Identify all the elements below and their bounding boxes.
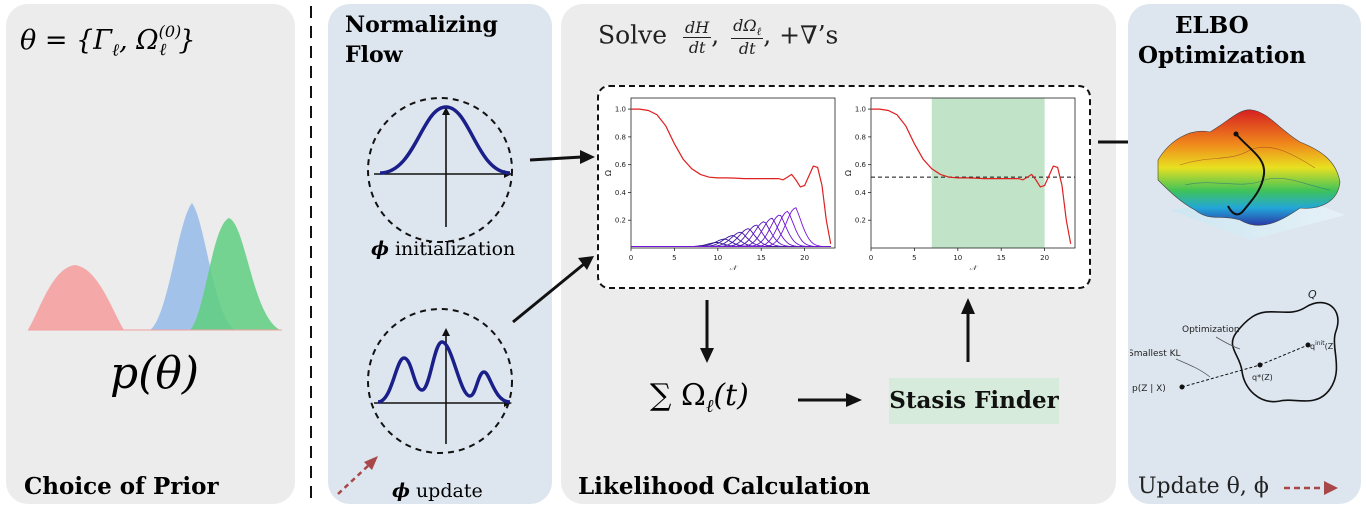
smallest-kl-label: Smallest KL (1130, 349, 1181, 359)
series-line-1 (631, 108, 832, 244)
y-tick-label: 1.0 (855, 106, 866, 114)
phi-update-label: ϕ update (392, 480, 483, 502)
x-tick-label: 15 (997, 254, 1006, 262)
blue-curve-11 (631, 207, 831, 248)
y-tick-label: 0.2 (855, 217, 866, 225)
flow-title-line1: Normalizing (345, 12, 498, 38)
update-feedback-arrow (1284, 481, 1338, 495)
landscape-surface (1157, 109, 1341, 226)
x-tick-label: 0 (869, 254, 873, 262)
series-line-1 (871, 108, 1072, 244)
stasis-shaded-region (931, 98, 1045, 248)
x-tick-label: 15 (757, 254, 766, 262)
q-label: Q (1308, 288, 1317, 301)
init-dashed-circle (367, 97, 513, 243)
y-tick-label: 1.0 (615, 106, 626, 114)
q-family-blob (1231, 301, 1339, 403)
variational-diagram: Q Optimization Smallest KL p(Z | X) q*(Z… (1130, 288, 1339, 403)
update-multimodal-curve (377, 340, 511, 404)
y-tick-label: 0.2 (615, 217, 626, 225)
x-tick-label: 10 (953, 254, 962, 262)
x-axis-label: 𝒩 (730, 264, 739, 272)
y-tick-label: 0.4 (855, 189, 867, 197)
q-init-label: qinit(Z) (1310, 340, 1336, 351)
y-tick-label: 0.6 (855, 161, 867, 169)
x-tick-label: 20 (1040, 254, 1049, 262)
stasis-finder-box: Stasis Finder (889, 378, 1059, 424)
elbo-title-line2: Optimization (1138, 42, 1306, 69)
elbo-title-line1: ELBO (1175, 12, 1249, 39)
plot-axes-frame (870, 97, 1076, 249)
omega-chart-left: 0 5 10 15 20 0.2 0.4 0.6 0.8 1.0 𝒩 Ω (604, 97, 836, 272)
y-axis-label: Ω (844, 170, 853, 176)
prior-panel (6, 4, 295, 504)
x-tick-label: 5 (672, 254, 676, 262)
y-tick-label: 0.8 (615, 133, 626, 141)
flow-feedback-arrow (337, 456, 378, 495)
plot-axes-frame (630, 97, 836, 249)
blue-component-curves (631, 207, 831, 248)
x-axis-label: 𝒩 (970, 264, 979, 272)
theta-definition: θ = {Γℓ, Ω(0)ℓ} (20, 22, 196, 61)
loss-landscape-3d (1157, 109, 1345, 240)
update-theta-phi-label: Update θ, ϕ (1138, 474, 1269, 499)
flow-title-line2: Flow (345, 42, 403, 68)
y-tick-label: 0.8 (855, 133, 866, 141)
flow-init-diagram (367, 97, 513, 243)
prior-caption: Choice of Prior (24, 473, 219, 500)
arrow-plots-to-sum (700, 300, 714, 363)
init-gaussian-curve (379, 105, 511, 175)
x-tick-label: 20 (800, 254, 809, 262)
sum-omega-label: ∑ Ωℓ(t) (650, 378, 749, 417)
x-tick-label: 10 (713, 254, 722, 262)
y-tick-label: 0.6 (615, 161, 627, 169)
p-theta-label: p(θ) (110, 348, 199, 399)
likelihood-caption: Likelihood Calculation (578, 473, 871, 500)
arrow-stasis-to-plots (961, 298, 975, 362)
optimization-label: Optimization (1182, 325, 1240, 335)
solve-equation: Solve dH dt , dΩℓ dt , +∇’s (598, 16, 839, 59)
update-dashed-circle (367, 308, 513, 454)
optimization-path (1227, 133, 1266, 216)
omega-chart-right: 0 5 10 15 20 0.2 0.4 0.6 0.8 1.0 𝒩 Ω (844, 97, 1076, 272)
arrow-update-to-plots (512, 256, 594, 324)
y-axis-label: Ω (604, 170, 613, 176)
arrow-sum-to-stasis (798, 393, 862, 407)
normalizing-flow-panel (328, 4, 552, 504)
prior-green-curve (190, 218, 280, 330)
dashed-separator (310, 6, 312, 504)
y-tick-label: 0.4 (615, 189, 627, 197)
x-tick-label: 5 (912, 254, 916, 262)
phi-init-label: ϕ initialization (371, 238, 516, 260)
prior-distributions (28, 203, 282, 331)
q-star-label: q*(Z) (1252, 373, 1273, 382)
x-tick-label: 0 (629, 254, 633, 262)
arrow-init-to-plots (529, 150, 595, 164)
flow-update-diagram (367, 308, 513, 454)
p-z-given-x-label: p(Z | X) (1132, 384, 1166, 394)
stasis-finder-label: Stasis Finder (889, 387, 1059, 414)
prior-pink-curve (28, 265, 124, 330)
elbo-panel (1128, 4, 1361, 504)
